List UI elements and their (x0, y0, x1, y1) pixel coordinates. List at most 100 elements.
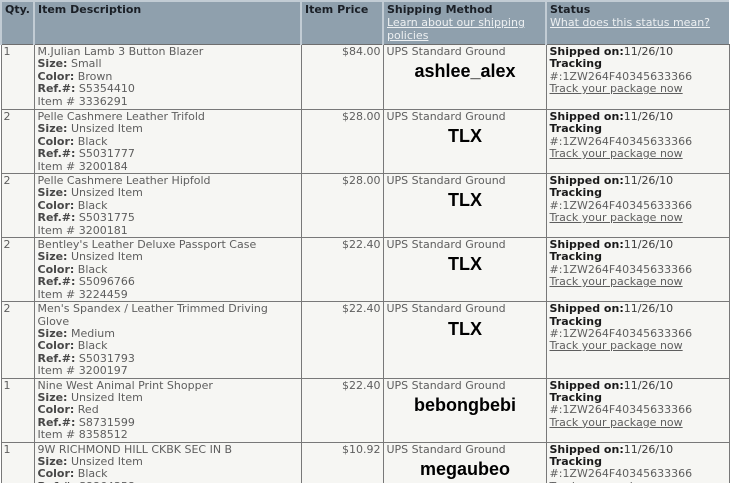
shipping-method-cell: UPS Standard Ground ashlee_alex (382, 44, 547, 110)
status-cell: Shipped on:11/26/10 Tracking #:1ZW264F40… (545, 108, 730, 175)
item-number: Item # 8358512 (37, 428, 128, 442)
table-row: 2 Bentley's Leather Deluxe Passport Case… (0, 237, 730, 303)
tracking-label-line: Tracking (549, 57, 602, 71)
watermark-text: bebongbebi (414, 394, 516, 415)
qty-cell: 1 (0, 441, 35, 483)
item-description-cell: Nine West Animal Print Shopper Size: Uns… (33, 377, 302, 443)
item-number: Item # 3200197 (37, 364, 128, 378)
table-row: 2 Pelle Cashmere Leather Trifold Size: U… (0, 108, 730, 175)
table-row: 2 Pelle Cashmere Leather Hipfold Size: U… (0, 173, 730, 239)
shipping-policies-link[interactable]: Learn about our shipping policies (387, 16, 525, 42)
item-title: Men's Spandex / Leather Trimmed Driving … (37, 302, 268, 328)
item-size: Size: Unsized Item (37, 122, 143, 136)
item-title: Pelle Cashmere Leather Hipfold (37, 174, 211, 188)
shipped-on-line: Shipped on:11/26/10 (549, 442, 674, 456)
item-number: Item # 3200184 (37, 159, 128, 173)
status-cell: Shipped on:11/26/10 Tracking #:1ZW264F40… (545, 237, 730, 303)
item-description-cell: Pelle Cashmere Leather Hipfold Size: Uns… (33, 173, 302, 239)
tracking-label-line: Tracking (549, 250, 602, 264)
shipping-method-cell: UPS Standard Ground megaubeo (382, 441, 547, 483)
column-header-qty: Qty. (0, 0, 34, 45)
item-size: Size: Unsized Item (37, 250, 143, 264)
item-ref: Ref.#: S5031775 (37, 211, 135, 225)
track-package-link[interactable]: Track your package now (549, 415, 683, 429)
item-size: Size: Unsized Item (37, 454, 143, 468)
table-row: 1 M.Julian Lamb 3 Button Blazer Size: Sm… (0, 44, 730, 110)
track-package-link[interactable]: Track your package now (549, 147, 683, 161)
item-number: Item # 3200181 (37, 223, 128, 237)
shipping-method-value: UPS Standard Ground (386, 174, 506, 188)
track-package-link[interactable]: Track your package now (549, 82, 683, 96)
watermark-text: TLX (448, 126, 482, 147)
table-row: 2 Men's Spandex / Leather Trimmed Drivin… (0, 301, 730, 379)
tracking-label-line: Tracking (549, 314, 602, 328)
item-title: 9W RICHMOND HILL CKBK SEC IN B (37, 442, 233, 456)
item-size: Size: Unsized Item (37, 186, 143, 200)
status-cell: Shipped on:11/26/10 Tracking #:1ZW264F40… (545, 301, 730, 379)
status-header-label: Status (550, 3, 591, 16)
item-size: Size: Medium (37, 326, 115, 340)
item-ref: Ref.#: S8731599 (37, 415, 135, 429)
status-cell: Shipped on:11/26/10 Tracking #:1ZW264F40… (545, 173, 730, 239)
column-header-item-description: Item Description (33, 0, 301, 45)
item-ref: Ref.#: S5096766 (37, 275, 135, 289)
column-header-shipping-method: Shipping Method Learn about our shipping… (382, 0, 546, 45)
shipping-method-cell: UPS Standard Ground TLX (382, 108, 547, 175)
watermark-text: TLX (448, 254, 482, 275)
item-price-cell: $22.40 (300, 237, 384, 303)
tracking-number-line: #:1ZW264F40345633366 (549, 403, 693, 417)
shipping-method-cell: UPS Standard Ground TLX (382, 237, 547, 303)
item-description-cell: Men's Spandex / Leather Trimmed Driving … (33, 301, 302, 379)
status-cell: Shipped on:11/26/10 Tracking #:1ZW264F40… (545, 44, 730, 110)
item-price-cell: $22.40 (300, 301, 384, 379)
item-price-cell: $28.00 (300, 108, 384, 175)
item-ref: Ref.#: S5354410 (37, 82, 135, 96)
shipped-on-line: Shipped on:11/26/10 (549, 302, 674, 316)
status-help-link[interactable]: What does this status mean? (550, 16, 711, 29)
item-title: Bentley's Leather Deluxe Passport Case (37, 238, 257, 252)
tracking-label-line: Tracking (549, 454, 602, 468)
item-price-cell: $22.40 (300, 377, 384, 443)
item-size: Size: Small (37, 57, 102, 71)
shipping-method-cell: UPS Standard Ground TLX (382, 173, 547, 239)
qty-cell: 1 (0, 44, 35, 110)
item-color: Color: Black (37, 339, 108, 353)
item-price-cell: $84.00 (300, 44, 384, 110)
qty-cell: 2 (0, 173, 35, 239)
shipping-method-value: UPS Standard Ground (386, 45, 506, 58)
shipping-method-value: UPS Standard Ground (386, 238, 506, 252)
shipped-on-line: Shipped on:11/26/10 (549, 174, 674, 188)
tracking-number-line: #:1ZW264F40345633366 (549, 198, 693, 212)
shipped-on-line: Shipped on:11/26/10 (549, 45, 674, 58)
item-color: Color: Black (37, 198, 108, 212)
track-package-link[interactable]: Track your package now (549, 211, 683, 225)
item-number: Item # 3336291 (37, 94, 128, 108)
status-cell: Shipped on:11/26/10 Tracking #:1ZW264F40… (545, 377, 730, 443)
qty-cell: 2 (0, 108, 35, 175)
shipping-method-cell: UPS Standard Ground TLX (382, 301, 547, 379)
tracking-label-line: Tracking (549, 390, 602, 404)
item-description-cell: Pelle Cashmere Leather Trifold Size: Uns… (33, 108, 302, 175)
track-package-link[interactable]: Track your package now (550, 480, 683, 483)
column-header-status: Status What does this status mean? (545, 0, 729, 45)
track-package-link[interactable]: Track your package now (549, 339, 683, 353)
item-color: Color: Black (37, 134, 108, 148)
qty-cell: 2 (0, 237, 35, 303)
shipping-method-cell: UPS Standard Ground bebongbebi (382, 377, 547, 443)
shipped-on-line: Shipped on:11/26/10 (549, 378, 674, 392)
tracking-number-line: #:1ZW264F40345633366 (549, 262, 693, 276)
item-description-cell: Bentley's Leather Deluxe Passport Case S… (33, 237, 302, 303)
item-color: Color: Brown (37, 69, 113, 83)
tracking-label-line: Tracking (549, 186, 602, 200)
shipped-on-line: Shipped on:11/26/10 (549, 110, 674, 123)
table-row: 1 Nine West Animal Print Shopper Size: U… (0, 377, 730, 443)
qty-cell: 1 (0, 377, 35, 443)
item-description-cell: M.Julian Lamb 3 Button Blazer Size: Smal… (33, 44, 302, 110)
track-package-link[interactable]: Track your package now (549, 275, 683, 289)
watermark-text: ashlee_alex (414, 61, 516, 82)
item-ref: Ref.#: S5031793 (37, 351, 135, 365)
item-color: Color: Black (37, 262, 108, 276)
tracking-number-line: #:1ZW264F40345633366 (549, 134, 693, 148)
